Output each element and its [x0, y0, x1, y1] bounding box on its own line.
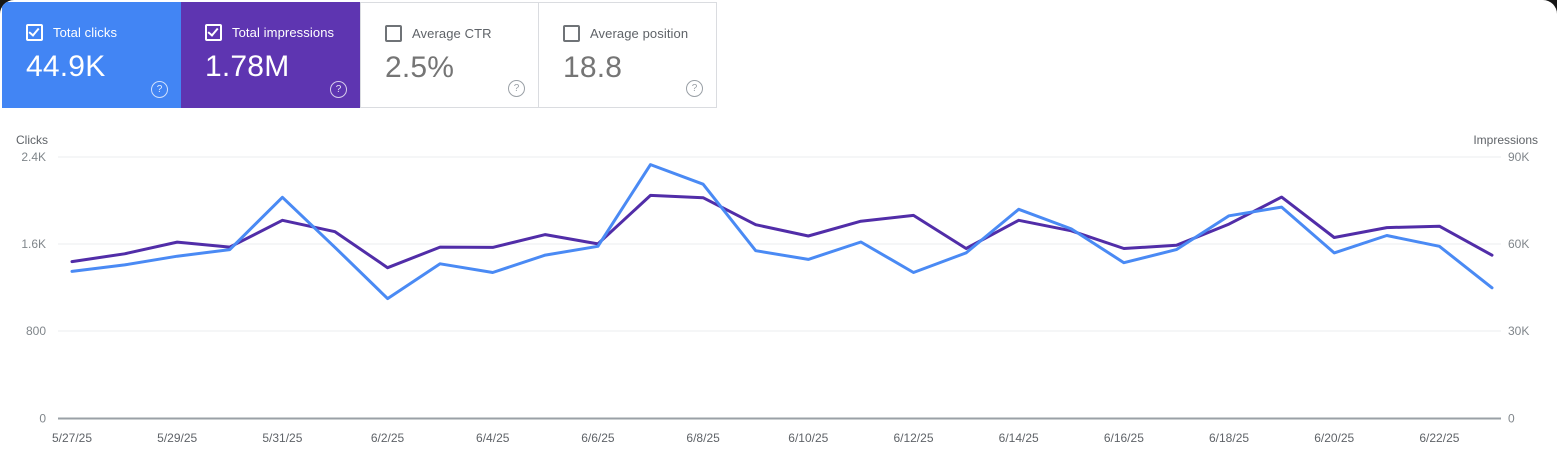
metric-card-average-position[interactable]: Average position 18.8 ? [538, 2, 717, 108]
y-axis-right-tick: 30K [1508, 324, 1529, 338]
metric-label: Average position [590, 26, 689, 41]
card-header: Total clicks [2, 2, 181, 41]
metric-value: 44.9K [26, 50, 106, 83]
x-axis-date-label: 6/10/25 [788, 431, 828, 445]
x-axis-date-label: 5/31/25 [262, 431, 302, 445]
x-axis-date-label: 5/27/25 [52, 431, 92, 445]
x-axis-date-label: 6/4/25 [476, 431, 510, 445]
checkbox-checked-icon[interactable] [26, 24, 43, 41]
checkbox-unchecked-icon[interactable] [563, 25, 580, 42]
x-axis-date-label: 6/8/25 [686, 431, 720, 445]
help-icon[interactable]: ? [508, 80, 525, 97]
card-header: Total impressions [181, 2, 360, 41]
metric-card-average-ctr[interactable]: Average CTR 2.5% ? [360, 2, 539, 108]
y-axis-right-tick: 0 [1508, 412, 1515, 426]
x-axis-date-label: 6/12/25 [893, 431, 933, 445]
y-axis-left-tick: 2.4K [21, 150, 46, 164]
x-axis-date-label: 6/2/25 [371, 431, 405, 445]
series-line-total-clicks [70, 163, 1494, 301]
y-axis-left-tick: 1.6K [21, 237, 46, 251]
x-axis-date-label: 5/29/25 [157, 431, 197, 445]
x-axis-date-label: 6/14/25 [999, 431, 1039, 445]
checkbox-checked-icon[interactable] [205, 24, 222, 41]
card-header: Average CTR [361, 3, 538, 42]
metric-value: 18.8 [563, 51, 623, 84]
card-header: Average position [539, 3, 716, 42]
metric-cards-row: Total clicks 44.9K ? Total impressions 1… [2, 2, 717, 108]
x-axis-date-label: 6/6/25 [581, 431, 615, 445]
y-axis-right-tick: 90K [1508, 150, 1529, 164]
y-axis-right-title: Impressions [1473, 133, 1538, 147]
help-icon[interactable]: ? [686, 80, 703, 97]
x-axis-date-label: 6/16/25 [1104, 431, 1144, 445]
y-axis-left-tick: 800 [26, 324, 46, 338]
y-axis-left-tick: 0 [39, 412, 46, 426]
metric-value: 1.78M [205, 50, 290, 83]
metric-label: Total clicks [53, 25, 118, 40]
y-axis-left-title: Clicks [16, 133, 48, 147]
metric-label: Average CTR [412, 26, 492, 41]
x-axis-date-label: 6/18/25 [1209, 431, 1249, 445]
metric-card-total-clicks[interactable]: Total clicks 44.9K ? [2, 2, 181, 108]
metric-card-total-impressions[interactable]: Total impressions 1.78M ? [181, 2, 360, 108]
checkbox-unchecked-icon[interactable] [385, 25, 402, 42]
y-axis-right-tick: 60K [1508, 237, 1529, 251]
help-icon[interactable]: ? [151, 81, 168, 98]
x-axis-date-label: 6/22/25 [1419, 431, 1459, 445]
x-axis-date-label: 6/20/25 [1314, 431, 1354, 445]
help-icon[interactable]: ? [330, 81, 347, 98]
metric-value: 2.5% [385, 51, 455, 84]
metric-label: Total impressions [232, 25, 335, 40]
